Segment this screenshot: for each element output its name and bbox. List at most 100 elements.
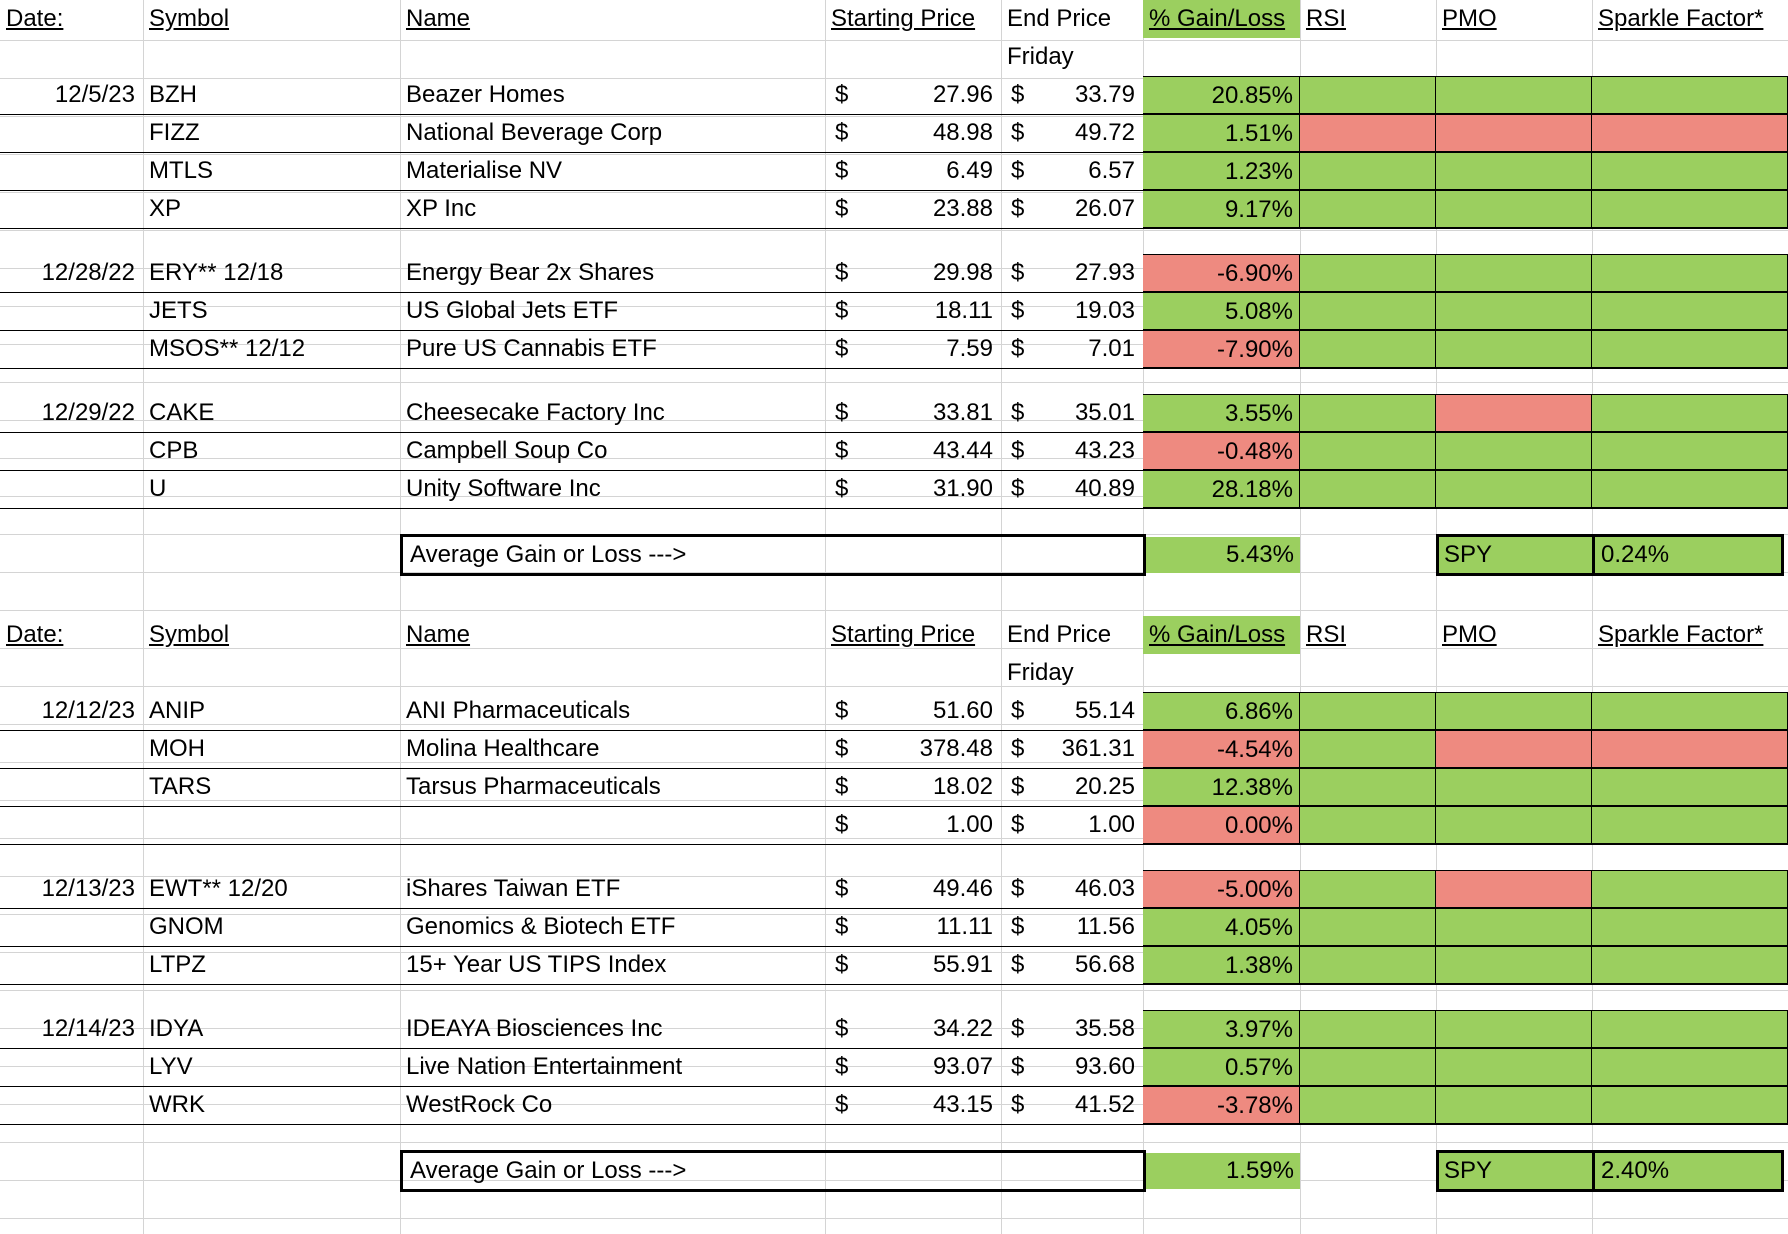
row-gain-loss[interactable]: -7.90% [1143, 330, 1300, 368]
row-starting-price[interactable]: 51.60 [932, 697, 993, 724]
row-end-price[interactable]: 46.03 [1074, 875, 1135, 902]
row-symbol[interactable]: XP [149, 195, 182, 222]
row-name[interactable]: WestRock Co [406, 1091, 553, 1118]
row-symbol[interactable]: CAKE [149, 399, 215, 426]
row-date[interactable]: 12/28/22 [41, 259, 135, 286]
header-rsi[interactable]: RSI [1306, 5, 1347, 32]
row-gain-loss[interactable]: -3.78% [1143, 1086, 1300, 1124]
row-gain-loss[interactable]: -0.48% [1143, 432, 1300, 470]
row-date[interactable]: 12/5/23 [54, 81, 135, 108]
row-symbol[interactable]: CPB [149, 437, 199, 464]
row-name[interactable]: Live Nation Entertainment [406, 1053, 683, 1080]
row-symbol[interactable]: ERY** 12/18 [149, 259, 284, 286]
row-name[interactable]: iShares Taiwan ETF [406, 875, 621, 902]
row-starting-price[interactable]: 49.46 [932, 875, 993, 902]
header-end-price-friday[interactable]: Friday [1007, 43, 1074, 70]
row-end-price[interactable]: 20.25 [1074, 773, 1135, 800]
row-gain-loss[interactable]: 20.85% [1143, 76, 1300, 114]
row-name[interactable]: Beazer Homes [406, 81, 565, 108]
header-date[interactable]: Date: [6, 5, 64, 32]
row-symbol[interactable]: WRK [149, 1091, 205, 1118]
row-end-price[interactable]: 43.23 [1074, 437, 1135, 464]
header-gain-loss[interactable]: % Gain/Loss [1143, 0, 1300, 38]
row-starting-price[interactable]: 27.96 [932, 81, 993, 108]
row-symbol[interactable]: LTPZ [149, 951, 206, 978]
row-starting-price[interactable]: 1.00 [946, 811, 993, 838]
row-end-price[interactable]: 27.93 [1074, 259, 1135, 286]
row-end-price[interactable]: 35.58 [1074, 1015, 1135, 1042]
row-date[interactable]: 12/12/23 [41, 697, 135, 724]
row-gain-loss[interactable]: 3.55% [1143, 394, 1300, 432]
row-pmo-status[interactable] [1436, 394, 1592, 432]
row-date[interactable]: 12/29/22 [41, 399, 135, 426]
row-pmo-status[interactable] [1436, 1086, 1592, 1124]
header-name[interactable]: Name [406, 5, 471, 32]
row-rsi-status[interactable] [1300, 908, 1436, 946]
row-end-price[interactable]: 11.56 [1076, 913, 1135, 940]
row-pmo-status[interactable] [1436, 806, 1592, 844]
row-name[interactable]: XP Inc [406, 195, 477, 222]
row-symbol[interactable]: TARS [149, 773, 212, 800]
row-gain-loss[interactable]: 1.38% [1143, 946, 1300, 984]
row-starting-price[interactable]: 43.44 [932, 437, 993, 464]
row-name[interactable]: Molina Healthcare [406, 735, 600, 762]
row-end-price[interactable]: 41.52 [1074, 1091, 1135, 1118]
row-gain-loss[interactable]: 1.23% [1143, 152, 1300, 190]
row-sparkle-status[interactable] [1592, 254, 1788, 292]
header-symbol[interactable]: Symbol [149, 5, 230, 32]
header-end-price[interactable]: End Price [1007, 621, 1112, 648]
row-starting-price[interactable]: 48.98 [932, 119, 993, 146]
row-rsi-status[interactable] [1300, 946, 1436, 984]
row-sparkle-status[interactable] [1592, 768, 1788, 806]
row-symbol[interactable]: EWT** 12/20 [149, 875, 288, 902]
row-symbol[interactable]: IDYA [149, 1015, 204, 1042]
row-rsi-status[interactable] [1300, 692, 1436, 730]
row-sparkle-status[interactable] [1592, 730, 1788, 768]
row-sparkle-status[interactable] [1592, 152, 1788, 190]
row-gain-loss[interactable]: 12.38% [1143, 768, 1300, 806]
row-gain-loss[interactable]: 5.08% [1143, 292, 1300, 330]
row-end-price[interactable]: 40.89 [1074, 475, 1135, 502]
spy-label[interactable]: SPY [1444, 1157, 1493, 1184]
spy-value[interactable]: 2.40% [1601, 1157, 1670, 1184]
row-end-price[interactable]: 6.57 [1088, 157, 1135, 184]
row-sparkle-status[interactable] [1592, 1048, 1788, 1086]
row-pmo-status[interactable] [1436, 470, 1592, 508]
spy-label[interactable]: SPY [1444, 541, 1493, 568]
header-symbol[interactable]: Symbol [149, 621, 230, 648]
row-sparkle-status[interactable] [1592, 806, 1788, 844]
row-sparkle-status[interactable] [1592, 394, 1788, 432]
average-label[interactable]: Average Gain or Loss ---> [410, 1157, 687, 1184]
row-pmo-status[interactable] [1436, 152, 1592, 190]
row-pmo-status[interactable] [1436, 254, 1592, 292]
header-name[interactable]: Name [406, 621, 471, 648]
row-symbol[interactable]: MTLS [149, 157, 214, 184]
row-end-price[interactable]: 49.72 [1074, 119, 1135, 146]
row-name[interactable] [400, 806, 825, 844]
row-sparkle-status[interactable] [1592, 692, 1788, 730]
row-end-price[interactable]: 7.01 [1088, 335, 1135, 362]
row-pmo-status[interactable] [1436, 76, 1592, 114]
row-gain-loss[interactable]: 4.05% [1143, 908, 1300, 946]
row-sparkle-status[interactable] [1592, 946, 1788, 984]
row-rsi-status[interactable] [1300, 254, 1436, 292]
header-sparkle-factor[interactable]: Sparkle Factor* [1598, 621, 1764, 648]
row-rsi-status[interactable] [1300, 432, 1436, 470]
row-pmo-status[interactable] [1436, 768, 1592, 806]
row-rsi-status[interactable] [1300, 330, 1436, 368]
header-pmo[interactable]: PMO [1442, 621, 1497, 648]
row-pmo-status[interactable] [1436, 692, 1592, 730]
row-starting-price[interactable]: 31.90 [932, 475, 993, 502]
header-gain-loss[interactable]: % Gain/Loss [1143, 616, 1300, 654]
row-starting-price[interactable]: 29.98 [932, 259, 993, 286]
row-rsi-status[interactable] [1300, 870, 1436, 908]
row-date[interactable]: 12/14/23 [41, 1015, 135, 1042]
header-rsi[interactable]: RSI [1306, 621, 1347, 648]
row-name[interactable]: 15+ Year US TIPS Index [406, 951, 667, 978]
row-gain-loss[interactable]: 3.97% [1143, 1010, 1300, 1048]
row-name[interactable]: Campbell Soup Co [406, 437, 608, 464]
row-rsi-status[interactable] [1300, 76, 1436, 114]
row-rsi-status[interactable] [1300, 470, 1436, 508]
row-rsi-status[interactable] [1300, 730, 1436, 768]
row-name[interactable]: ANI Pharmaceuticals [406, 697, 631, 724]
